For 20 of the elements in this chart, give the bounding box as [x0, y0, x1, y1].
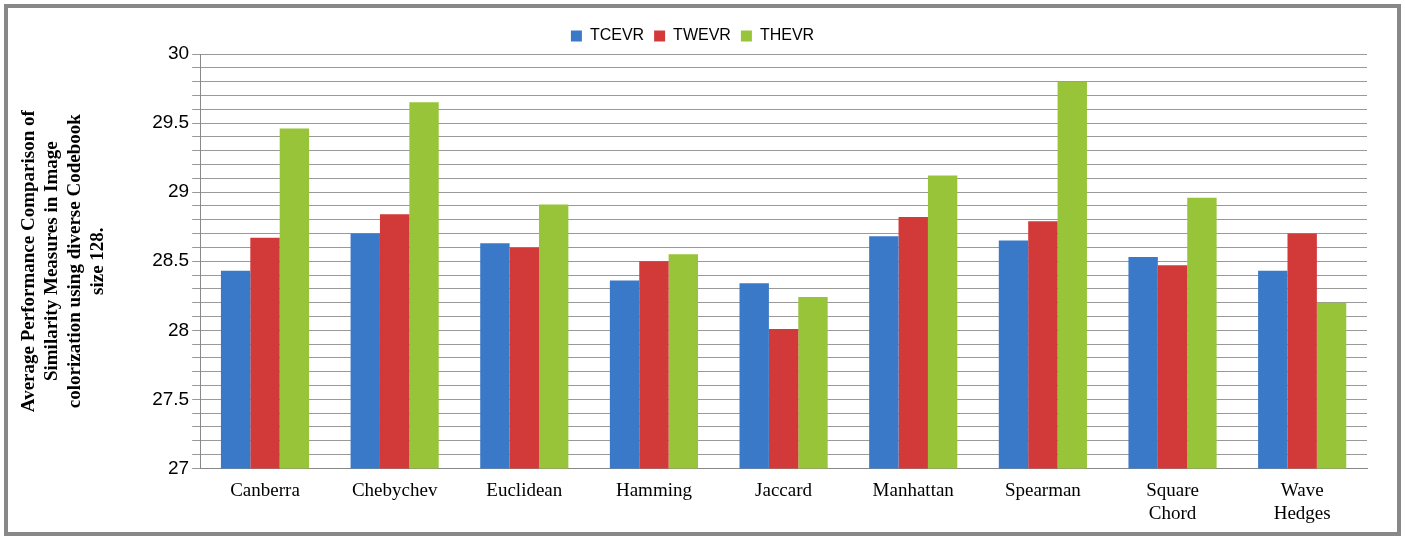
x-tick-label: Manhattan — [872, 478, 955, 500]
x-tick-label: Spearman — [1004, 478, 1082, 500]
legend-label: THEVR — [759, 26, 815, 44]
x-tick-label: Chebychev — [351, 478, 438, 500]
y-tick-label: 30 — [168, 42, 190, 64]
y-tick-label: 28.5 — [152, 249, 190, 271]
y-tick-label: 28 — [168, 318, 190, 340]
x-tick-label: Wave Hedges — [1273, 478, 1331, 523]
legend-label: TWEVR — [673, 26, 731, 44]
y-tick-label: 29.5 — [152, 111, 190, 133]
y-tick-label: 27 — [168, 456, 190, 478]
legend-label: TCEVR — [589, 26, 645, 44]
y-tick-label: 27.5 — [152, 387, 190, 409]
x-tick-label: Jaccard — [755, 478, 813, 500]
x-tick-label: Square Chord — [1146, 478, 1199, 523]
x-tick-label: Hamming — [615, 478, 693, 500]
y-axis-title: Average Performance Comparison of Similarity Measures in Image colorization using diverse Codebook size 128. — [17, 109, 107, 413]
y-tick-label: 29 — [168, 180, 190, 202]
x-tick-label: Canberra — [230, 478, 301, 500]
x-tick-label: Euclidean — [486, 478, 563, 500]
